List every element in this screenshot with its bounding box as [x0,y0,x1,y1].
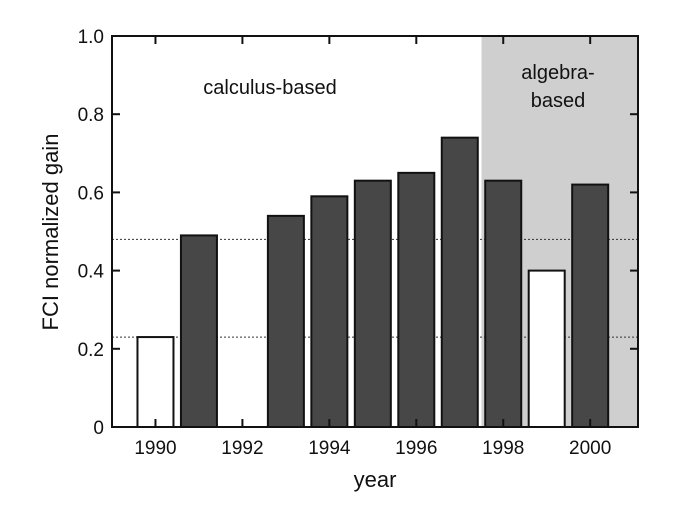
x-tick-label-1994: 1994 [308,438,351,459]
x-tick-label-1990: 1990 [134,438,176,459]
x-axis-title: year [354,467,397,492]
bar-1994 [310,195,349,428]
y-tick-label-0: 0 [93,418,104,439]
y-tick-label-4: 0.8 [78,105,104,126]
y-tick-label-5: 1.0 [78,27,104,48]
y-tick-label-2: 0.4 [78,262,105,283]
y-tick-label-1: 0.2 [78,340,104,361]
y-tick-label-3: 0.6 [78,183,104,204]
x-tick-label-1998: 1998 [482,438,524,459]
bar-1997 [440,136,479,428]
algebra-based-label-line2: based [531,90,586,112]
bar-1998 [484,179,523,428]
algebra-based-label-line1: algebra- [521,62,594,84]
y-axis-title: FCI normalized gain [38,134,63,331]
bar-1995 [353,179,392,428]
bars [136,136,610,429]
x-tick-label-1996: 1996 [395,438,437,459]
plot-frame [111,35,639,428]
bar-1996 [397,171,436,428]
x-tick-label-2000: 2000 [569,438,611,459]
axis-ticks: 1990 1992 1994 1996 1998 2000 0 0.2 0.4 0.6 0.8 1.0 [78,27,638,459]
bar-1993 [266,214,305,428]
bar-1990 [136,336,175,429]
x-tick-label-1992: 1992 [221,438,263,459]
bar-1999 [527,269,566,428]
bar-2000 [571,183,610,428]
calculus-based-label: calculus-based [203,77,336,99]
bar-1991 [179,234,218,428]
